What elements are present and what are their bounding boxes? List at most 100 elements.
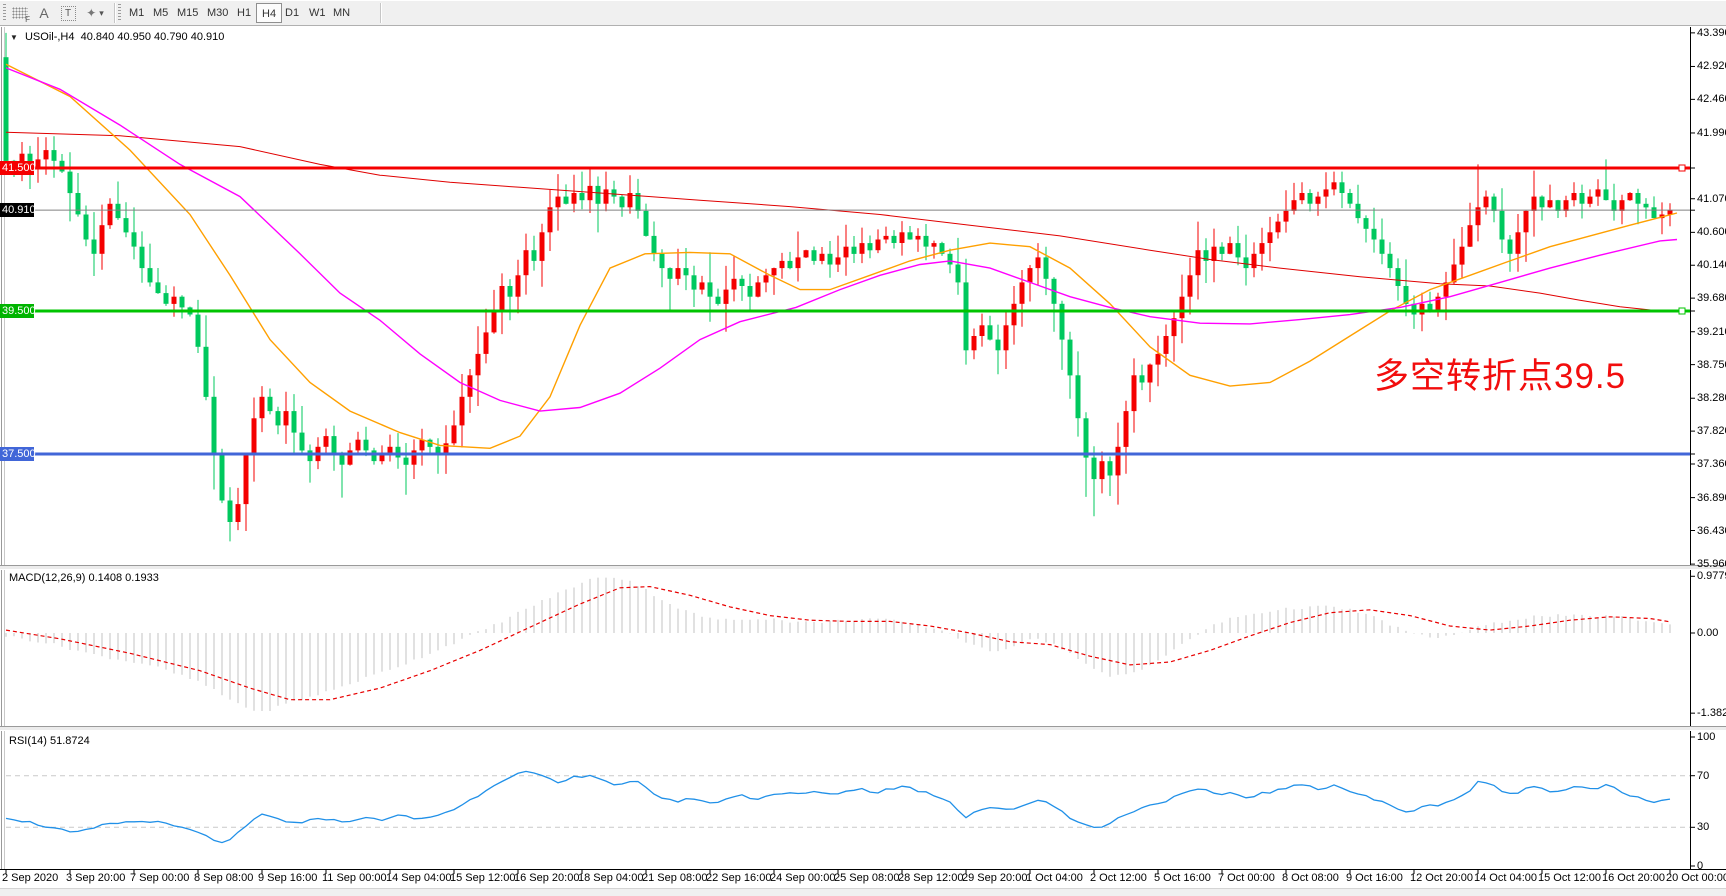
price-tick-label: 35.960 xyxy=(1697,558,1726,571)
candle-body xyxy=(83,214,89,240)
time-tick-label: 22 Sep 16:00 xyxy=(706,872,772,884)
timeframe-button-D1[interactable]: D1 xyxy=(285,7,300,19)
hline-marker[interactable] xyxy=(1678,164,1686,172)
candle-body xyxy=(1235,243,1241,258)
text-tool-icon[interactable]: T xyxy=(57,3,79,23)
price-tick-label: 39.210 xyxy=(1697,325,1726,338)
toolbar-separator-2 xyxy=(380,3,382,23)
price-tick-label: 40.600 xyxy=(1697,226,1726,239)
candle-body xyxy=(483,332,489,354)
timeframe-button-H4[interactable]: H4 xyxy=(256,3,283,23)
candle-body xyxy=(3,57,9,161)
candle-body xyxy=(1171,318,1177,337)
candle-body xyxy=(1011,303,1017,326)
timeframe-button-M30[interactable]: M30 xyxy=(207,7,229,19)
candle-body xyxy=(1443,282,1449,297)
candle-body xyxy=(1267,232,1273,243)
macd-tick-label: -1.382 xyxy=(1697,707,1726,720)
candle-body xyxy=(355,439,361,451)
candle-body xyxy=(1131,375,1137,412)
candle-body xyxy=(699,282,705,290)
rsi-tick-label: 100 xyxy=(1697,731,1716,743)
candle-body xyxy=(1227,243,1233,254)
candle-body xyxy=(1539,196,1545,208)
candle-body xyxy=(611,189,617,197)
candle-body xyxy=(659,253,665,269)
candle-body xyxy=(555,196,561,208)
candle-body xyxy=(411,450,417,465)
candle-body xyxy=(443,443,449,454)
timeframe-button-M15[interactable]: M15 xyxy=(177,7,199,19)
macd-tick-label: 0.00 xyxy=(1697,627,1719,639)
candle-body xyxy=(1323,189,1329,197)
candle-body xyxy=(779,260,785,269)
candle-body xyxy=(395,446,401,458)
candle-body xyxy=(51,150,57,161)
candle-body xyxy=(1667,210,1673,215)
time-tick-label: 2 Oct 12:00 xyxy=(1090,872,1147,884)
timeframe-button-W1[interactable]: W1 xyxy=(309,7,326,19)
candle-body xyxy=(219,454,225,501)
candle-body xyxy=(371,450,377,462)
arrows-tool-icon[interactable]: ✦ ▾ xyxy=(86,6,104,20)
candle-body xyxy=(1579,193,1585,204)
timeframe-button-M1[interactable]: M1 xyxy=(129,7,145,19)
candle-body xyxy=(499,286,505,311)
time-tick-label: 21 Sep 08:00 xyxy=(642,872,708,884)
candle-body xyxy=(491,311,497,333)
hline-marker[interactable] xyxy=(1678,307,1686,315)
candle-body xyxy=(619,196,625,208)
rsi-tick-label: 70 xyxy=(1697,769,1710,782)
candle-body xyxy=(1219,246,1225,254)
candle-body xyxy=(99,225,105,254)
candle-body xyxy=(1299,193,1305,201)
candle-body xyxy=(435,446,441,454)
candle-body xyxy=(1363,218,1369,229)
candle-body xyxy=(835,257,841,265)
candle-body xyxy=(563,196,569,204)
candle-body xyxy=(739,278,745,286)
rsi-tick-label: 0 xyxy=(1697,860,1704,872)
candle-body xyxy=(1027,268,1033,283)
timeframe-button-H1[interactable]: H1 xyxy=(237,7,252,19)
timeframe-button-M5[interactable]: M5 xyxy=(153,7,169,19)
candle-body xyxy=(947,253,953,265)
candle-body xyxy=(595,185,601,204)
window-bottom-edge xyxy=(0,888,1726,896)
candle-body xyxy=(1043,257,1049,279)
candle-body xyxy=(819,253,825,261)
candle-body xyxy=(35,159,41,168)
toolbar-grip-handle-2[interactable] xyxy=(118,4,121,22)
candle-body xyxy=(235,504,241,522)
toolbar-grip-handle[interactable] xyxy=(3,4,6,22)
candle-body xyxy=(171,296,177,304)
candle-body xyxy=(675,268,681,279)
panel-splitter-macd[interactable] xyxy=(0,565,1726,570)
label-tool-icon[interactable]: A xyxy=(39,5,49,21)
toolbar: F A T ✦ ▾ M1 M5 M15 M30 H1 H4 D1 W1 MN xyxy=(0,0,1726,26)
candle-body xyxy=(1075,375,1081,419)
candle-body xyxy=(1083,418,1089,458)
candle-body xyxy=(731,278,737,290)
candle-body xyxy=(1091,457,1097,480)
candle-body xyxy=(571,193,577,204)
price-tick-label: 43.390 xyxy=(1697,26,1726,39)
candle-body xyxy=(1635,193,1641,204)
candle-body xyxy=(347,450,353,465)
timeframe-button-MN[interactable]: MN xyxy=(333,7,351,19)
candle-body xyxy=(1347,193,1353,204)
candle-body xyxy=(643,210,649,236)
price-tick-label: 38.750 xyxy=(1697,358,1726,371)
objects-list-icon[interactable]: F xyxy=(9,3,31,24)
candle-body xyxy=(427,439,433,447)
price-badge-39.500: 39.500 xyxy=(0,304,36,318)
panel-splitter-rsi[interactable] xyxy=(0,726,1726,731)
collapse-triangle-icon[interactable]: ▼ xyxy=(10,33,18,42)
candle-body xyxy=(1115,446,1121,476)
candle-body xyxy=(787,260,793,269)
candle-body xyxy=(691,275,697,290)
candle-body xyxy=(515,275,521,297)
candle-body xyxy=(1387,253,1393,269)
candle-body xyxy=(203,346,209,397)
